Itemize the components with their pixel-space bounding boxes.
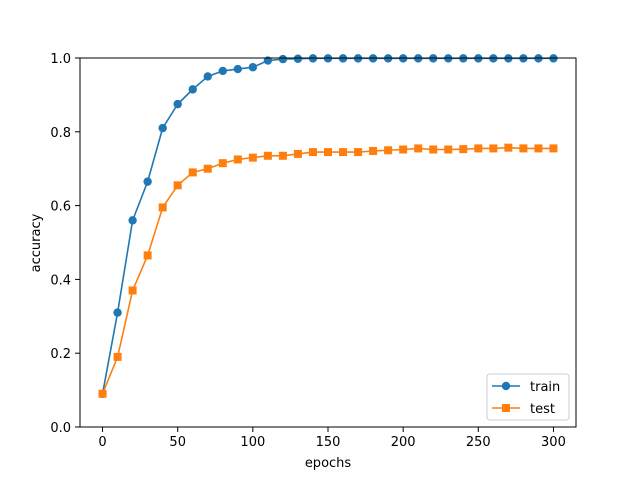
data-point-test [143,251,152,260]
data-point-test [339,148,348,157]
data-point-test [324,148,332,157]
legend-train-label: train [530,380,560,395]
data-point-train [158,123,167,133]
data-point-test [504,143,513,152]
legend-train-marker [501,381,511,391]
data-point-test [414,144,423,153]
x-tick-label: 0 [98,435,106,450]
x-tick-label: 150 [316,435,341,450]
data-point-test [278,151,287,160]
data-point-train [233,64,243,74]
data-point-train [173,99,182,109]
data-point-test [474,144,483,153]
legend-test-marker [502,404,510,412]
data-point-test [158,203,167,212]
legend: train test [486,373,570,421]
data-point-test [188,168,197,177]
data-point-test [534,144,543,153]
y-tick-label: 1.0 [50,52,71,67]
data-point-test [444,145,453,154]
data-point-test [354,148,363,157]
data-point-test [218,159,227,168]
data-point-train [143,177,152,186]
y-axis-label: accuracy [29,213,44,272]
x-tick-label: 200 [391,435,416,450]
data-point-train [218,66,227,76]
data-point-train [278,54,288,64]
y-tick-label: 0.8 [50,126,71,141]
data-point-test [549,144,558,153]
data-point-test [369,146,378,155]
data-point-test [399,145,408,154]
x-tick-label: 50 [169,435,186,450]
data-point-test [263,151,272,160]
y-tick-label: 0.4 [50,273,71,288]
data-point-train [128,216,137,225]
data-point-test [489,144,498,153]
data-point-test [308,148,317,157]
y-tick-label: 0.0 [50,421,71,436]
legend-test-label: test [530,402,555,417]
data-point-test [98,389,107,398]
x-tick-label: 300 [541,435,566,450]
data-point-train [248,63,258,72]
data-point-test [248,153,257,162]
x-tick-label: 100 [240,435,265,450]
data-point-test [293,149,302,158]
ticks: 0 50 100 150 200 250 300 0.0 0.2 0.4 0.6 0.8 1.0 [50,52,566,450]
x-tick-label: 250 [466,435,491,450]
data-point-train [293,54,303,63]
data-point-test [429,145,438,154]
data-point-train [188,85,197,94]
data-point-test [384,146,393,155]
data-point-test [459,145,468,154]
data-point-test [203,164,212,173]
data-point-test [233,155,242,164]
y-tick-label: 0.2 [50,347,71,362]
data-point-test [128,286,137,295]
data-point-train [203,72,212,81]
data-point-test [173,181,182,190]
y-tick-label: 0.6 [50,200,71,215]
data-point-train [113,308,122,317]
data-point-test [113,352,122,361]
data-point-test [519,144,528,153]
x-axis-label: epochs [305,456,352,471]
